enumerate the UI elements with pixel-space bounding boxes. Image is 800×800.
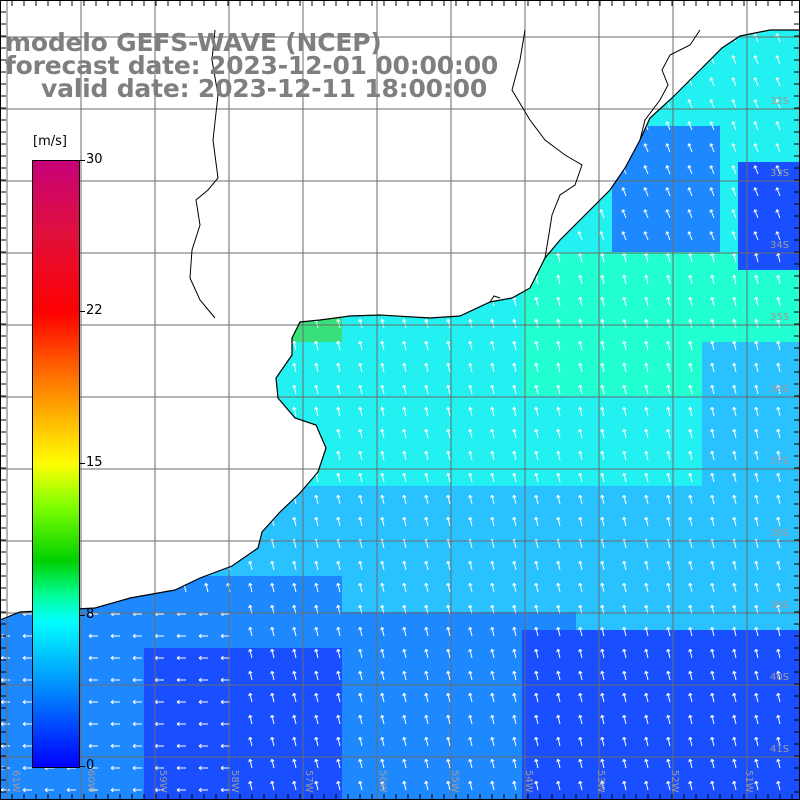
colorbar-tick-mark [79, 311, 85, 312]
colorbar-unit: [m/s] [33, 134, 67, 149]
longitude-label: 54W [523, 770, 534, 793]
valid-date: valid date: 2023-12-11 18:00:00 [41, 74, 488, 103]
latitude-label: 32S [770, 96, 789, 107]
latitude-label: 41S [770, 744, 789, 755]
colorbar-tick-30: 30 [86, 152, 103, 167]
colorbar-tick-mark [79, 766, 85, 767]
model-title: modelo GEFS-WAVE (NCEP) [5, 28, 382, 57]
latitude-label: 36S [770, 384, 789, 395]
colorbar-tick-mark [79, 463, 85, 464]
longitude-label: 51W [743, 770, 754, 793]
latitude-label: 39S [770, 600, 789, 611]
latitude-label: 40S [770, 672, 789, 683]
longitude-label: 55W [449, 770, 460, 793]
coastline [0, 29, 800, 621]
longitude-label: 59W [157, 770, 168, 793]
colorbar-tick-mark [79, 160, 85, 161]
colorbar-tick-22: 22 [86, 303, 103, 318]
latitude-label: 35S [770, 312, 789, 323]
colorbar-tick-15: 15 [86, 455, 103, 470]
longitude-label: 53W [595, 770, 606, 793]
forecast-date: forecast date: 2023-12-01 00:00:00 [5, 51, 499, 80]
latitude-label: 33S [770, 168, 789, 179]
country-border [639, 29, 701, 141]
longitude-label: 52W [669, 770, 680, 793]
longitude-label: 60W [85, 770, 96, 793]
colorbar-tick-mark [79, 615, 85, 616]
country-border [489, 295, 501, 303]
latitude-label: 34S [770, 240, 789, 251]
longitude-label: 58W [229, 770, 240, 793]
longitude-label: 61W [10, 770, 21, 793]
country-border [511, 29, 583, 259]
colorbar [32, 160, 80, 768]
longitude-label: 56W [377, 770, 388, 793]
latitude-label: 37S [770, 456, 789, 467]
colorbar-tick-0: 0 [86, 758, 95, 773]
country-border [189, 29, 219, 319]
longitude-label: 57W [303, 770, 314, 793]
colorbar-tick-8: 8 [86, 607, 95, 622]
latitude-label: 38S [770, 528, 789, 539]
